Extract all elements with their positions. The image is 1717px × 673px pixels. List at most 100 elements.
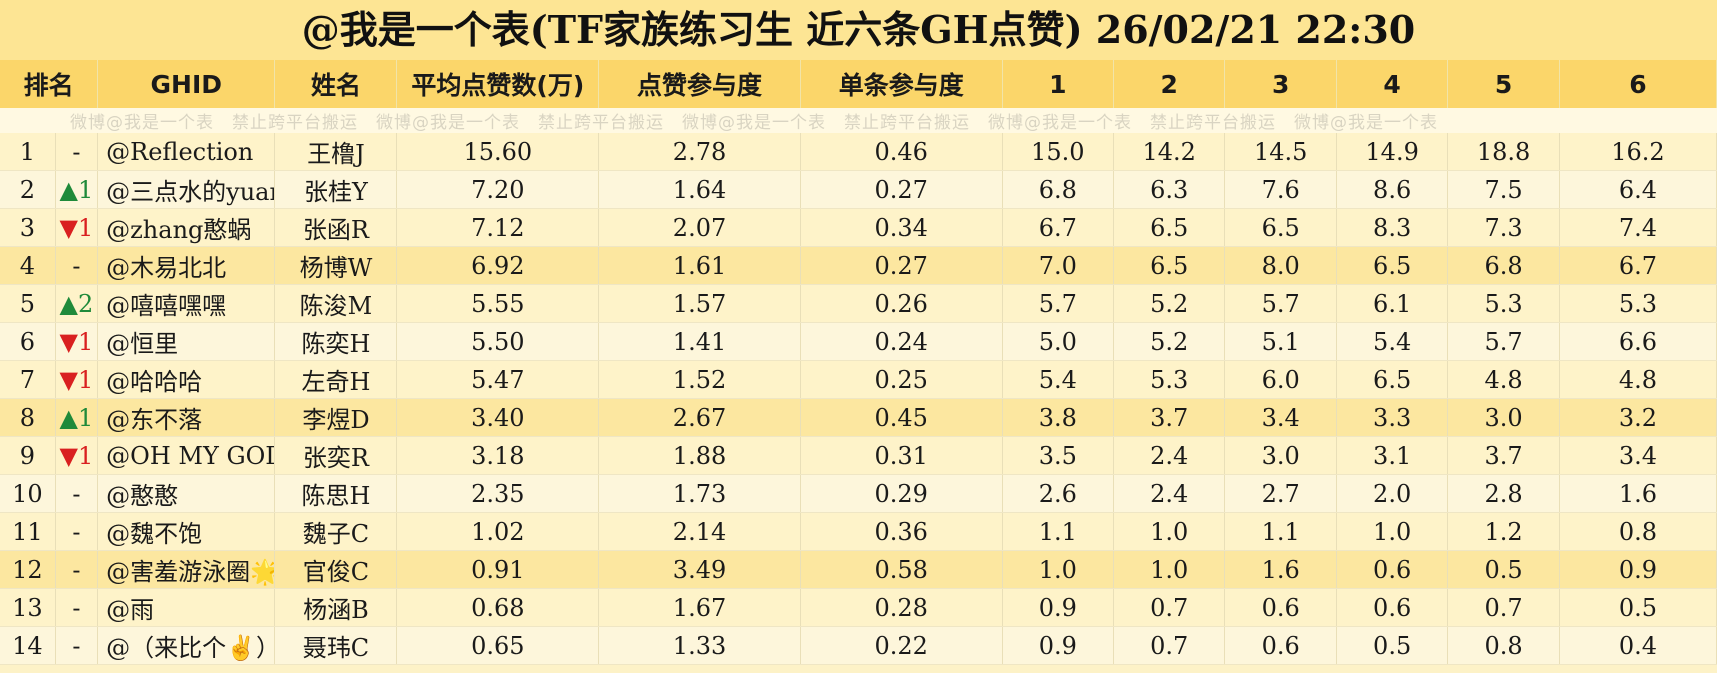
post-6-cell: 6.7	[1559, 246, 1717, 285]
post-3-cell: 6.5	[1224, 208, 1337, 247]
header-post-1: 1	[1002, 60, 1115, 108]
ghid-cell: @哈哈哈	[97, 360, 276, 399]
rank-cell: 3	[0, 208, 56, 247]
header-avg-likes: 平均点赞数(万)	[396, 60, 600, 108]
rank-cell: 14	[0, 626, 56, 665]
participation-cell: 2.78	[598, 133, 801, 171]
post-4-cell: 8.3	[1336, 208, 1449, 247]
name-cell: 左奇H	[274, 360, 398, 399]
name-cell: 张奕R	[274, 436, 398, 475]
participation-cell: 2.67	[598, 398, 801, 437]
single-participation-cell: 0.28	[800, 588, 1003, 627]
participation-cell: 1.88	[598, 436, 801, 475]
single-participation-cell: 0.45	[800, 398, 1003, 437]
avg-likes-cell: 1.02	[396, 512, 600, 551]
rank-cell: 1	[0, 133, 56, 171]
ghid-cell: @zhang憨蜗	[97, 208, 276, 247]
name-cell: 杨博W	[274, 246, 398, 285]
post-6-cell: 0.4	[1559, 626, 1717, 665]
participation-cell: 2.14	[598, 512, 801, 551]
post-3-cell: 8.0	[1224, 246, 1337, 285]
name-cell: 陈思H	[274, 474, 398, 513]
rank-cell: 6	[0, 322, 56, 361]
table-row: 4- @木易北北 杨博W 6.92 1.61 0.27 7.0 6.5 8.0 6.5 6.8 6.7	[0, 246, 1717, 285]
single-participation-cell: 0.24	[800, 322, 1003, 361]
post-4-cell: 0.6	[1336, 588, 1449, 627]
post-2-cell: 5.2	[1113, 322, 1226, 361]
post-3-cell: 1.6	[1224, 550, 1337, 589]
post-2-cell: 1.0	[1113, 550, 1226, 589]
table-row: 9 ▼1 @OH MY GOD 张奕R 3.18 1.88 0.31 3.5 2.4 3.0 3.1…	[0, 436, 1717, 475]
watermark-row: 微博@我是一个表 禁止跨平台搬运 微博@我是一个表 禁止跨平台搬运 微博@我是一…	[0, 108, 1717, 133]
rank-cell: 8	[0, 398, 56, 437]
avg-likes-cell: 0.91	[396, 550, 600, 589]
participation-cell: 1.57	[598, 284, 801, 323]
post-1-cell: 5.7	[1002, 284, 1115, 323]
avg-likes-cell: 3.18	[396, 436, 600, 475]
post-6-cell: 1.6	[1559, 474, 1717, 513]
post-1-cell: 0.9	[1002, 588, 1115, 627]
ghid-cell: @魏不饱	[97, 512, 276, 551]
post-6-cell: 6.4	[1559, 170, 1717, 209]
post-5-cell: 0.8	[1447, 626, 1560, 665]
table-row: 7 ▼1 @哈哈哈 左奇H 5.47 1.52 0.25 5.4 5.3 6.0 6.5 4.8 4.8	[0, 360, 1717, 399]
post-3-cell: 5.1	[1224, 322, 1337, 361]
ghid-cell: @雨	[97, 588, 276, 627]
rank-change: ▼1	[55, 322, 99, 361]
post-4-cell: 8.6	[1336, 170, 1449, 209]
post-5-cell: 0.7	[1447, 588, 1560, 627]
post-4-cell: 6.1	[1336, 284, 1449, 323]
post-6-cell: 16.2	[1559, 133, 1717, 171]
rank-cell: 5	[0, 284, 56, 323]
post-6-cell: 5.3	[1559, 284, 1717, 323]
rank-cell: 7	[0, 360, 56, 399]
single-participation-cell: 0.36	[800, 512, 1003, 551]
rank-change: -	[55, 626, 99, 665]
single-participation-cell: 0.46	[800, 133, 1003, 171]
post-3-cell: 3.4	[1224, 398, 1337, 437]
post-1-cell: 15.0	[1002, 133, 1115, 171]
post-2-cell: 6.5	[1113, 246, 1226, 285]
avg-likes-cell: 0.68	[396, 588, 600, 627]
name-cell: 陈浚M	[274, 284, 398, 323]
rank-cell: 12	[0, 550, 56, 589]
ghid-cell: @（来比个✌️）	[97, 626, 276, 665]
post-4-cell: 0.6	[1336, 550, 1449, 589]
single-participation-cell: 0.27	[800, 170, 1003, 209]
post-3-cell: 0.6	[1224, 588, 1337, 627]
table-row: 1- @Reflection 王橹J 15.60 2.78 0.46 15.0 14.2 14.…	[0, 133, 1717, 171]
rank-cell: 10	[0, 474, 56, 513]
participation-cell: 1.33	[598, 626, 801, 665]
post-3-cell: 5.7	[1224, 284, 1337, 323]
post-5-cell: 6.8	[1447, 246, 1560, 285]
rank-change: -	[55, 550, 99, 589]
rank-change: -	[55, 133, 99, 171]
table-row: 5 ▲2 @嘻嘻嘿嘿 陈浚M 5.55 1.57 0.26 5.7 5.2 5.7 6.1 5.3 5.…	[0, 284, 1717, 323]
rank-change: -	[55, 512, 99, 551]
post-1-cell: 7.0	[1002, 246, 1115, 285]
post-4-cell: 6.5	[1336, 246, 1449, 285]
post-4-cell: 2.0	[1336, 474, 1449, 513]
ghid-cell: @OH MY GOD	[97, 436, 276, 475]
table-row: 3 ▼1 @zhang憨蜗 张函R 7.12 2.07 0.34 6.7 6.5 6.5 8.3 7.…	[0, 208, 1717, 247]
participation-cell: 1.52	[598, 360, 801, 399]
single-participation-cell: 0.25	[800, 360, 1003, 399]
post-4-cell: 5.4	[1336, 322, 1449, 361]
post-5-cell: 3.0	[1447, 398, 1560, 437]
name-cell: 王橹J	[274, 133, 398, 171]
header-name: 姓名	[274, 60, 398, 108]
header-rank: 排名	[0, 60, 99, 108]
rank-cell: 13	[0, 588, 56, 627]
post-2-cell: 6.5	[1113, 208, 1226, 247]
post-1-cell: 6.7	[1002, 208, 1115, 247]
post-6-cell: 4.8	[1559, 360, 1717, 399]
rank-change: ▼1	[55, 208, 99, 247]
participation-cell: 1.67	[598, 588, 801, 627]
post-3-cell: 6.0	[1224, 360, 1337, 399]
post-5-cell: 5.7	[1447, 322, 1560, 361]
post-4-cell: 3.1	[1336, 436, 1449, 475]
post-1-cell: 1.0	[1002, 550, 1115, 589]
table-row: 8 ▲1 @东不落 李煜D 3.40 2.67 0.45 3.8 3.7 3.4 3.3 3.0 3.2	[0, 398, 1717, 437]
post-6-cell: 7.4	[1559, 208, 1717, 247]
ghid-cell: @害羞游泳圈🌟	[97, 550, 276, 589]
